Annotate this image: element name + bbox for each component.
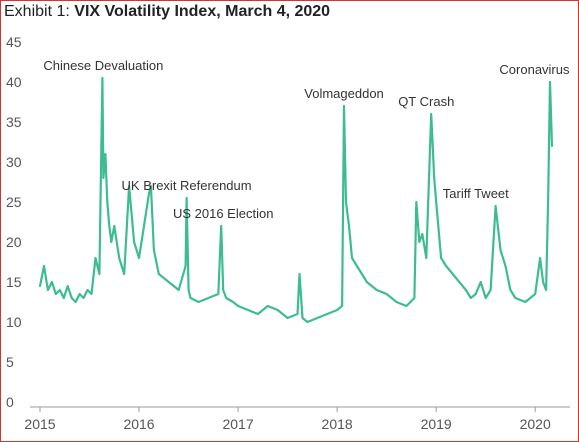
series-layer (38, 76, 554, 324)
title-prefix: Exhibit 1: (4, 3, 70, 20)
annotation-label: Tariff Tweet (443, 186, 509, 201)
annotation-label: UK Brexit Referendum (122, 178, 252, 193)
annotation-label: Volmageddon (304, 86, 384, 101)
y-tick-label: 15 (6, 274, 22, 290)
y-tick-label: 20 (6, 234, 22, 250)
y-tick-label: 40 (6, 74, 22, 90)
y-tick-label: 30 (6, 154, 22, 170)
annotation-layer: Chinese Devaluation UK Brexit Referendum U… (43, 58, 570, 221)
y-tick-label: 0 (6, 394, 14, 410)
y-tick-label: 5 (6, 354, 14, 370)
x-tick-label: 2020 (520, 416, 551, 432)
x-tick-label: 2019 (421, 416, 452, 432)
annotation-label: US 2016 Election (173, 206, 273, 221)
x-tick-label: 2018 (322, 416, 353, 432)
y-tick-label: 25 (6, 194, 22, 210)
title-main: VIX Volatility Index, March 4, 2020 (74, 3, 331, 20)
y-tick-label: 10 (6, 314, 22, 330)
x-axis: 2015 2016 2017 2018 2019 2020 (24, 406, 570, 432)
annotation-label: Coronavirus (499, 62, 570, 77)
x-tick-label: 2016 (123, 416, 154, 432)
annotation-label: Chinese Devaluation (43, 58, 163, 73)
y-axis: 0 5 10 15 20 25 30 35 40 45 (6, 34, 22, 410)
annotation-label: QT Crash (398, 94, 454, 109)
y-tick-label: 35 (6, 114, 22, 130)
x-tick-label: 2015 (24, 416, 55, 432)
y-tick-label: 45 (6, 34, 22, 50)
x-tick-label: 2017 (222, 416, 253, 432)
chart-title: Exhibit 1: VIX Volatility Index, March 4… (4, 3, 330, 21)
vix-series-line (38, 76, 554, 324)
